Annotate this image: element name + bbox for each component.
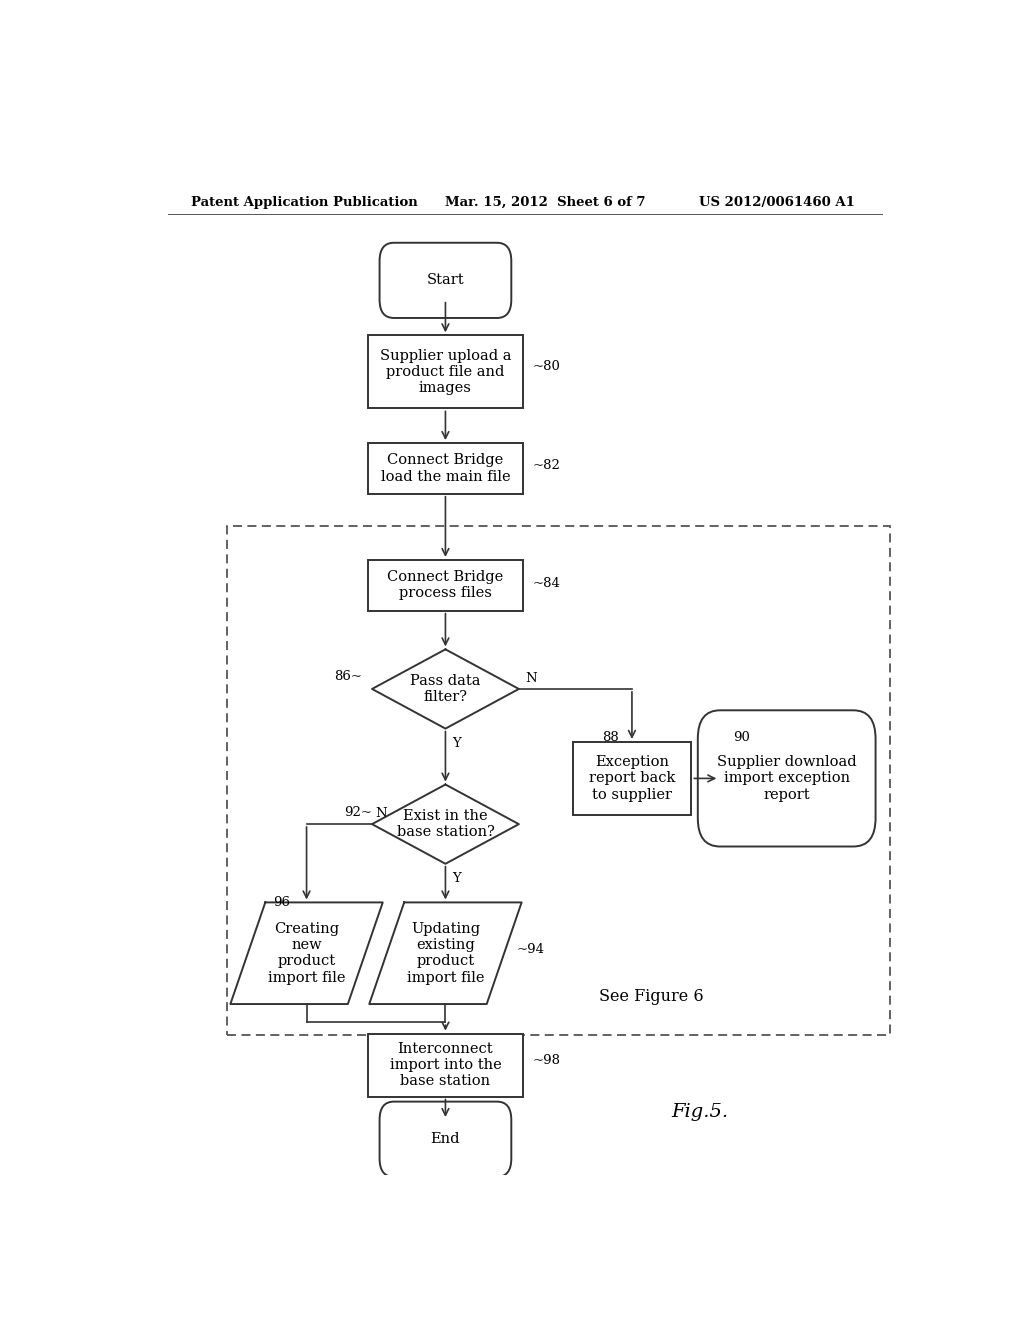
Text: Exception
report back
to supplier: Exception report back to supplier (589, 755, 675, 801)
Text: ~82: ~82 (532, 459, 560, 471)
Text: ~80: ~80 (532, 360, 560, 374)
Text: N: N (376, 808, 387, 821)
Text: ~94: ~94 (517, 942, 545, 956)
Text: Connect Bridge
load the main file: Connect Bridge load the main file (381, 453, 510, 483)
Bar (368, 560, 523, 611)
Text: Start: Start (427, 273, 464, 288)
Text: Patent Application Publication: Patent Application Publication (191, 195, 418, 209)
Text: Connect Bridge
process files: Connect Bridge process files (387, 570, 504, 601)
Text: Supplier upload a
product file and
images: Supplier upload a product file and image… (380, 348, 511, 395)
Text: Exist in the
base station?: Exist in the base station? (396, 809, 495, 840)
Text: ~98: ~98 (532, 1055, 561, 1068)
Text: Updating
existing
product
import file: Updating existing product import file (407, 921, 484, 985)
Text: ~84: ~84 (532, 577, 560, 590)
Text: End: End (431, 1133, 460, 1146)
FancyBboxPatch shape (380, 243, 511, 318)
Text: Supplier download
import exception
report: Supplier download import exception repor… (717, 755, 856, 801)
Text: Pass data
filter?: Pass data filter? (411, 675, 480, 704)
Polygon shape (372, 649, 519, 729)
Polygon shape (230, 903, 383, 1005)
Text: 86~: 86~ (334, 671, 362, 684)
Text: See Figure 6: See Figure 6 (599, 989, 705, 1006)
Polygon shape (372, 784, 519, 863)
Text: Fig.5.: Fig.5. (671, 1102, 728, 1121)
Bar (227, 527, 890, 1035)
FancyBboxPatch shape (697, 710, 876, 846)
Text: Interconnect
import into the
base station: Interconnect import into the base statio… (389, 1041, 502, 1088)
Text: Creating
new
product
import file: Creating new product import file (268, 921, 345, 985)
Polygon shape (370, 903, 521, 1005)
Text: 88: 88 (602, 731, 620, 744)
Text: 96: 96 (273, 896, 290, 909)
Text: 90: 90 (733, 731, 750, 744)
Text: 92~: 92~ (344, 807, 372, 820)
Text: Mar. 15, 2012  Sheet 6 of 7: Mar. 15, 2012 Sheet 6 of 7 (445, 195, 646, 209)
Text: Y: Y (452, 738, 461, 750)
Bar (368, 1034, 523, 1097)
Text: N: N (524, 672, 537, 685)
FancyBboxPatch shape (380, 1102, 511, 1177)
Bar (573, 742, 690, 814)
Text: US 2012/0061460 A1: US 2012/0061460 A1 (699, 195, 855, 209)
Bar (368, 444, 523, 494)
Text: Y: Y (452, 871, 461, 884)
Bar (368, 335, 523, 408)
